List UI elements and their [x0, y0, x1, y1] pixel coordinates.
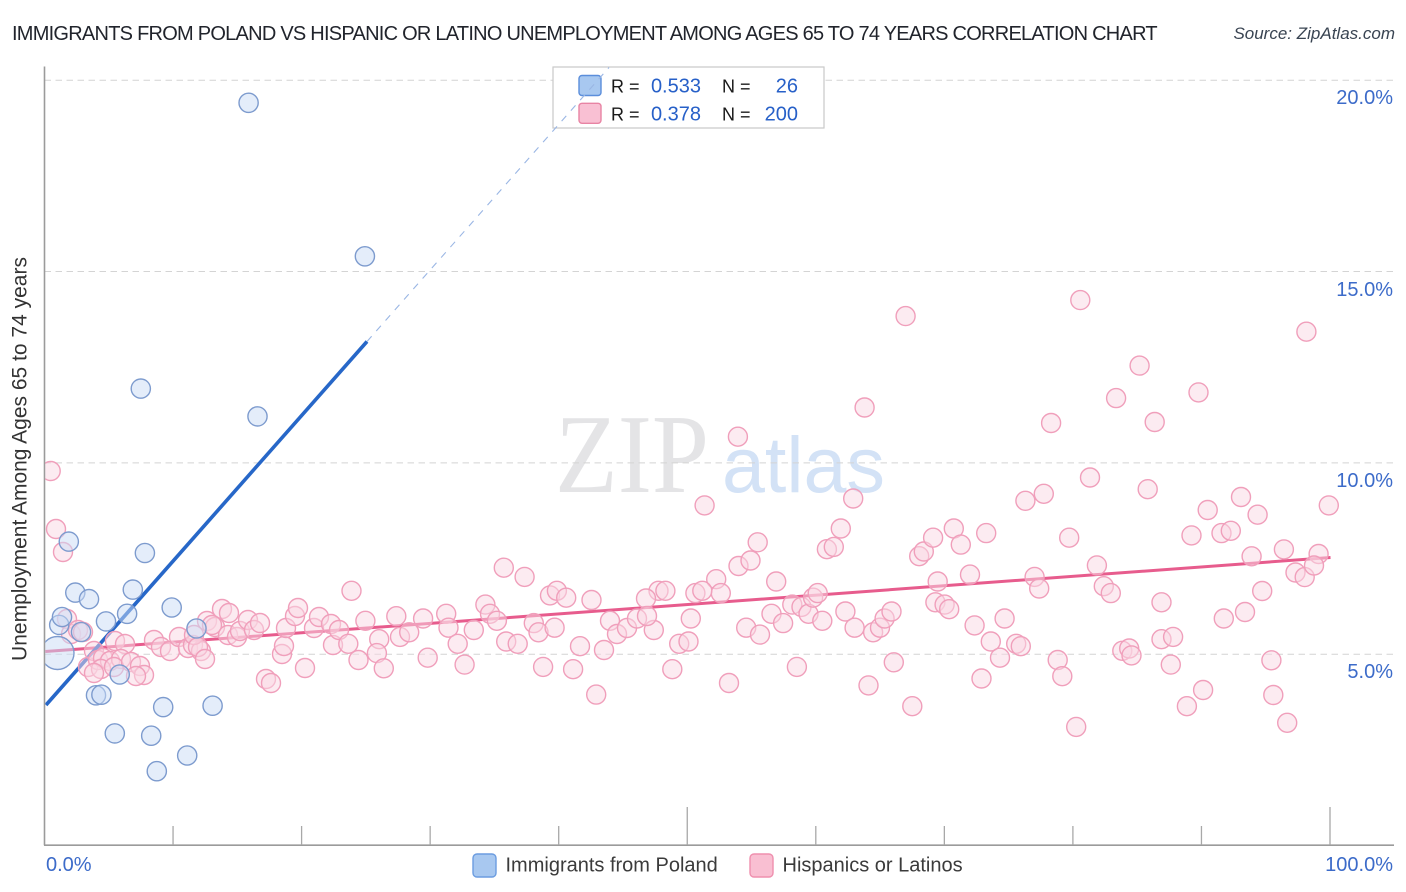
svg-text:10.0%: 10.0%: [1336, 470, 1393, 492]
svg-text:N =: N =: [722, 77, 751, 97]
svg-text:ZIP: ZIP: [555, 393, 709, 517]
svg-text:200: 200: [765, 104, 798, 126]
svg-text:100.0%: 100.0%: [1325, 854, 1393, 876]
svg-text:N =: N =: [722, 105, 751, 125]
svg-text:20.0%: 20.0%: [1336, 87, 1393, 109]
svg-text:Source: ZipAtlas.com: Source: ZipAtlas.com: [1233, 24, 1395, 43]
svg-text:R =: R =: [611, 77, 640, 97]
svg-text:0.533: 0.533: [651, 76, 701, 98]
svg-text:Unemployment Among Ages 65 to: Unemployment Among Ages 65 to 74 years: [9, 257, 32, 661]
svg-text:Hispanics or Latinos: Hispanics or Latinos: [783, 855, 963, 877]
svg-text:15.0%: 15.0%: [1336, 279, 1393, 301]
svg-text:0.0%: 0.0%: [46, 854, 92, 876]
svg-text:Immigrants from Poland: Immigrants from Poland: [506, 855, 718, 877]
svg-text:IMMIGRANTS FROM POLAND VS HISP: IMMIGRANTS FROM POLAND VS HISPANIC OR LA…: [12, 23, 1157, 45]
svg-text:26: 26: [776, 76, 798, 98]
svg-text:R =: R =: [611, 105, 640, 125]
svg-text:5.0%: 5.0%: [1347, 661, 1393, 683]
svg-text:0.378: 0.378: [651, 104, 701, 126]
